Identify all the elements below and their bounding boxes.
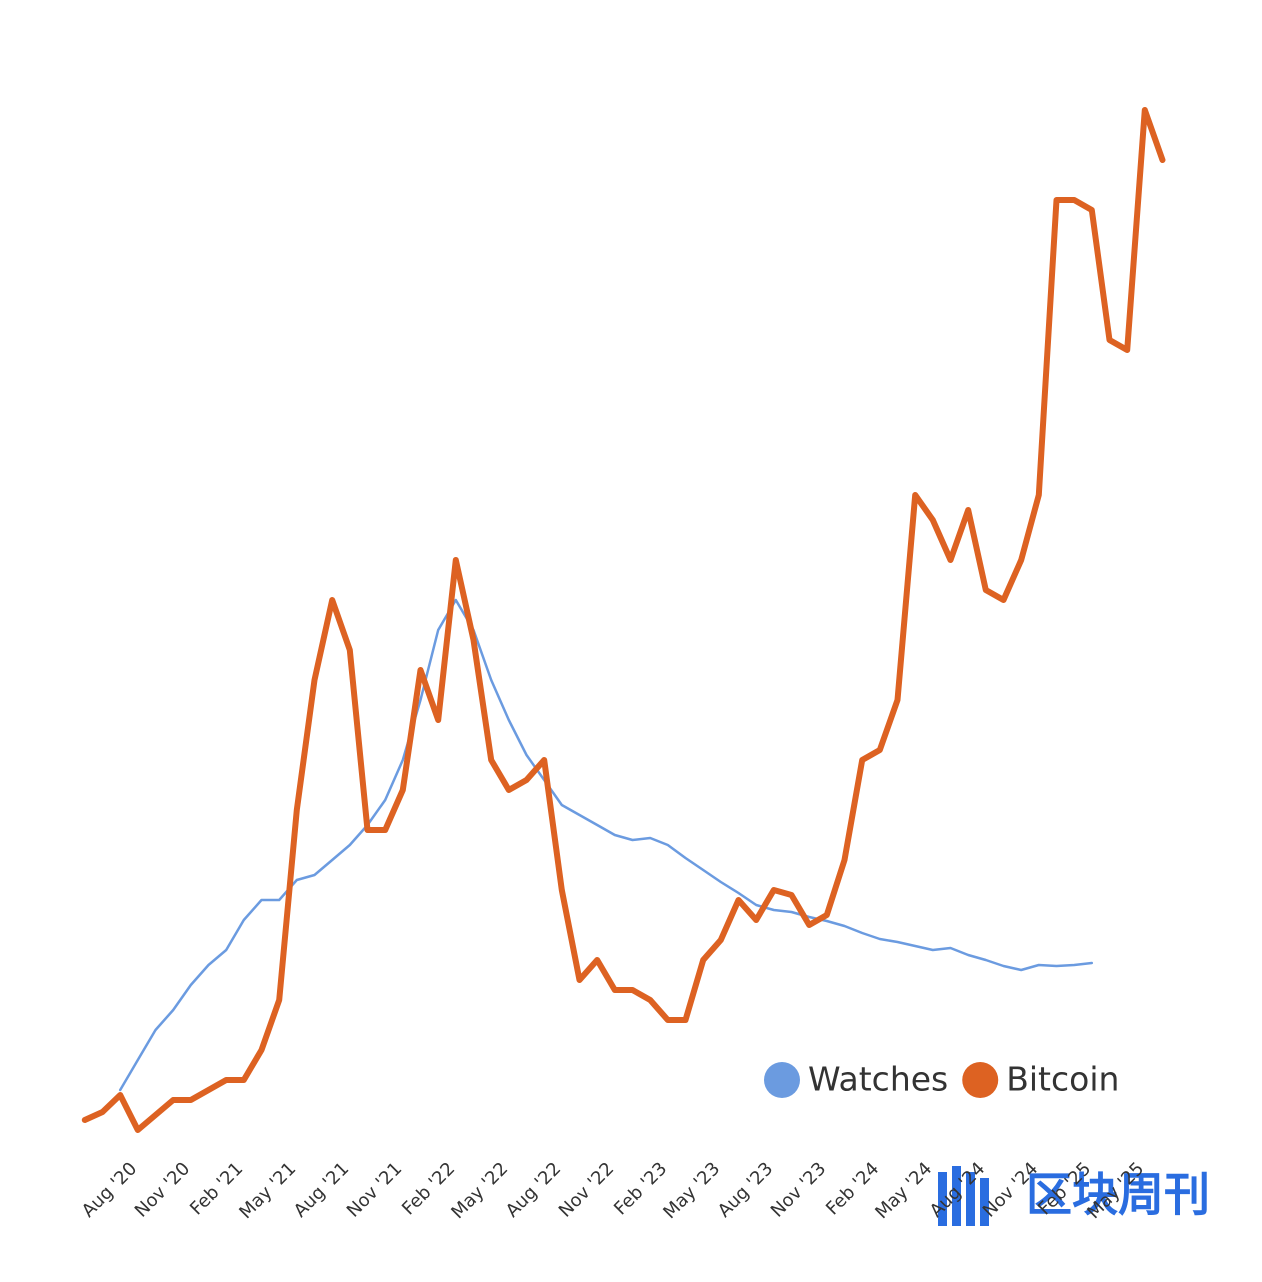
series-line <box>118 598 1094 1092</box>
legend-label: Watches <box>808 1060 948 1099</box>
series-line <box>81 107 1166 1133</box>
legend-marker <box>764 1062 800 1098</box>
watermark: 区块周刊 <box>1026 1168 1210 1222</box>
legend-label: Bitcoin <box>1006 1060 1119 1099</box>
watermark-logo <box>938 1166 989 1226</box>
legend-marker <box>962 1062 999 1098</box>
